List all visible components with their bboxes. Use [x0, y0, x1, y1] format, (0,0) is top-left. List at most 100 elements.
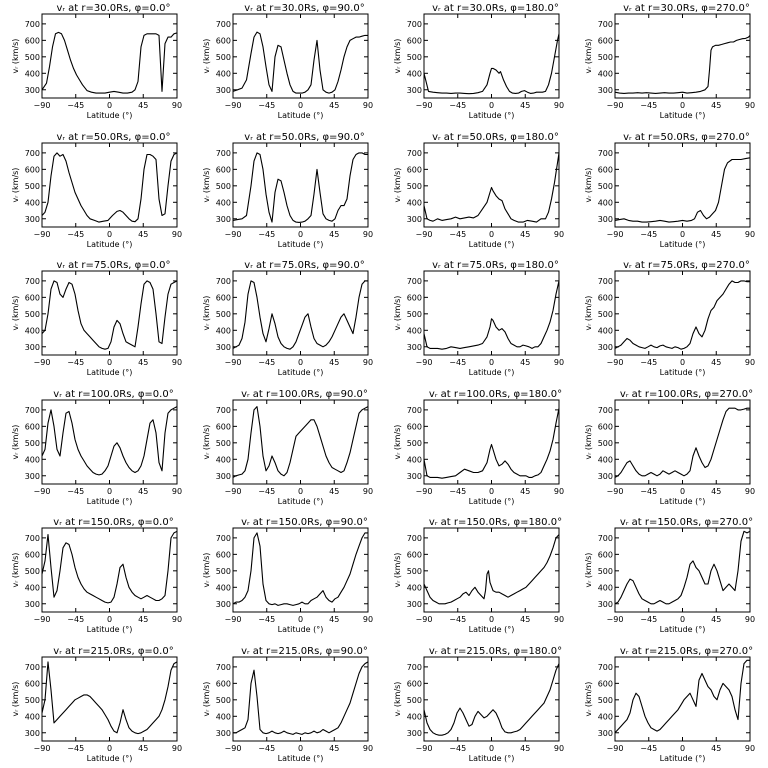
- y-tick-label: 600: [216, 422, 231, 431]
- x-tick-label: 90: [363, 615, 373, 624]
- x-tick-label: −90: [416, 615, 433, 624]
- x-tick-label: 45: [711, 230, 721, 239]
- y-axis-label: vᵣ (km/s): [11, 39, 20, 74]
- y-tick-label: 300: [216, 600, 231, 609]
- chart-panel: vᵣ at r=100.0Rs, φ=270.0° −90 −45 0 45 90 300 4…: [584, 389, 755, 506]
- x-tick-label: 45: [329, 358, 339, 367]
- y-tick-label: 500: [25, 696, 40, 705]
- y-axis-label: vᵣ (km/s): [11, 168, 20, 203]
- x-tick-label: 0: [489, 358, 494, 367]
- chart-title: vᵣ at r=100.0Rs, φ=0.0°: [53, 389, 173, 400]
- y-axis-label: vᵣ (km/s): [393, 296, 402, 331]
- x-tick-label: 45: [520, 615, 530, 624]
- x-tick-label: 0: [107, 615, 112, 624]
- x-tick-label: 0: [107, 101, 112, 110]
- y-tick-label: 400: [216, 455, 231, 464]
- chart-title: vᵣ at r=50.0Rs, φ=180.0°: [432, 132, 559, 143]
- x-tick-label: 0: [680, 101, 685, 110]
- y-tick-label: 300: [407, 729, 422, 738]
- series-line: [232, 31, 368, 94]
- x-axis-label: Latitude (°): [660, 497, 706, 506]
- plot-frame: [423, 142, 560, 228]
- y-axis-label: vᵣ (km/s): [393, 682, 402, 717]
- y-tick-label: 700: [407, 406, 422, 415]
- chart-title: vᵣ at r=150.0Rs, φ=0.0°: [53, 517, 173, 528]
- x-tick-label: −90: [416, 358, 433, 367]
- x-tick-label: −90: [416, 744, 433, 753]
- x-tick-label: −45: [67, 487, 84, 496]
- y-tick-label: 400: [25, 326, 40, 335]
- x-tick-label: 90: [363, 487, 373, 496]
- y-tick-label: 400: [25, 712, 40, 721]
- y-tick-label: 700: [25, 20, 40, 29]
- y-axis-label: vᵣ (km/s): [11, 553, 20, 588]
- x-axis-label: Latitude (°): [469, 497, 515, 506]
- y-tick-label: 300: [25, 86, 40, 95]
- x-tick-label: 45: [520, 487, 530, 496]
- y-tick-label: 700: [598, 149, 613, 158]
- x-tick-label: −90: [607, 101, 624, 110]
- y-tick-label: 400: [25, 198, 40, 207]
- chart-panel: vᵣ at r=215.0Rs, φ=90.0° −90 −45 0 45 90 300 40…: [202, 646, 373, 763]
- x-axis-label: Latitude (°): [469, 240, 515, 249]
- x-tick-label: 45: [138, 230, 148, 239]
- x-tick-label: −90: [607, 358, 624, 367]
- series-line: [232, 152, 368, 223]
- chart-title: vᵣ at r=215.0Rs, φ=270.0°: [620, 646, 753, 657]
- y-tick-label: 600: [25, 422, 40, 431]
- x-tick-label: −45: [449, 101, 466, 110]
- x-tick-label: −90: [34, 487, 51, 496]
- x-axis-label: Latitude (°): [660, 240, 706, 249]
- y-tick-label: 500: [598, 567, 613, 576]
- y-tick-label: 300: [598, 472, 613, 481]
- x-tick-label: 90: [554, 358, 564, 367]
- chart-panel: vᵣ at r=30.0Rs, φ=0.0° −90 −45 0 45 90 300 400 5…: [11, 3, 182, 120]
- y-tick-label: 600: [25, 293, 40, 302]
- y-tick-label: 500: [598, 310, 613, 319]
- x-tick-label: 45: [138, 744, 148, 753]
- chart-panel: vᵣ at r=150.0Rs, φ=90.0° −90 −45 0 45 90 300 40…: [202, 517, 373, 634]
- x-axis-label: Latitude (°): [87, 111, 133, 120]
- x-tick-label: 0: [489, 487, 494, 496]
- series-line: [423, 280, 560, 350]
- x-tick-label: 90: [172, 358, 182, 367]
- y-axis-label: vᵣ (km/s): [202, 39, 211, 74]
- y-tick-label: 500: [407, 310, 422, 319]
- x-tick-label: 0: [298, 101, 303, 110]
- y-tick-label: 600: [216, 293, 231, 302]
- x-tick-label: −90: [607, 487, 624, 496]
- x-tick-label: −45: [258, 744, 275, 753]
- y-axis-label: vᵣ (km/s): [202, 682, 211, 717]
- plot-frame: [41, 527, 178, 613]
- x-tick-label: 45: [520, 230, 530, 239]
- plot-frame: [614, 142, 751, 228]
- chart-panel: vᵣ at r=30.0Rs, φ=270.0° −90 −45 0 45 90 300 40…: [584, 3, 755, 120]
- y-tick-label: 500: [598, 182, 613, 191]
- x-tick-label: 45: [138, 358, 148, 367]
- x-axis-label: Latitude (°): [278, 240, 324, 249]
- x-axis-label: Latitude (°): [87, 368, 133, 377]
- y-tick-label: 500: [407, 567, 422, 576]
- y-tick-label: 700: [407, 534, 422, 543]
- x-tick-label: −90: [225, 487, 242, 496]
- y-axis-label: vᵣ (km/s): [393, 425, 402, 460]
- x-axis-label: Latitude (°): [278, 754, 324, 763]
- y-tick-label: 700: [25, 149, 40, 158]
- x-tick-label: −45: [258, 101, 275, 110]
- y-tick-label: 600: [216, 550, 231, 559]
- y-tick-label: 600: [407, 165, 422, 174]
- x-tick-label: −45: [449, 230, 466, 239]
- x-tick-label: −90: [225, 230, 242, 239]
- chart-panel: vᵣ at r=100.0Rs, φ=0.0° −90 −45 0 45 90 300 400…: [11, 389, 182, 506]
- series-line: [614, 530, 751, 605]
- x-tick-label: −90: [416, 101, 433, 110]
- plot-frame: [232, 656, 369, 742]
- series-line: [232, 280, 368, 350]
- y-axis-label: vᵣ (km/s): [202, 425, 211, 460]
- y-tick-label: 700: [25, 406, 40, 415]
- y-tick-label: 500: [25, 53, 40, 62]
- chart-panel: vᵣ at r=215.0Rs, φ=270.0° −90 −45 0 45 90 300 4…: [584, 646, 755, 763]
- x-tick-label: −90: [607, 230, 624, 239]
- x-tick-label: 90: [745, 615, 755, 624]
